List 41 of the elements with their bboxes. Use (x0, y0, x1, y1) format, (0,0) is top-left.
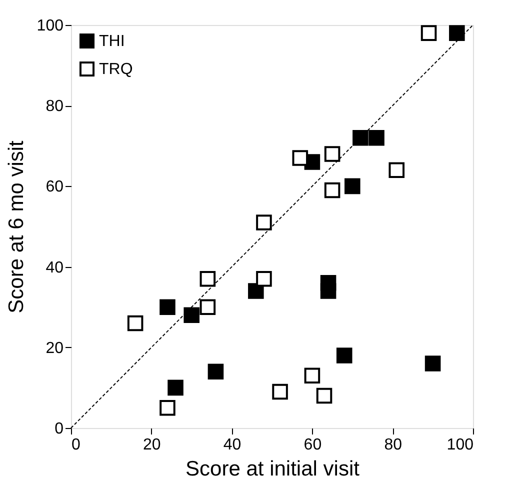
point (316, 388, 332, 404)
point (304, 368, 320, 384)
point (272, 384, 288, 400)
point (256, 271, 272, 287)
point (160, 299, 176, 315)
point (208, 364, 224, 380)
point (320, 283, 336, 299)
point (344, 178, 360, 194)
point (424, 356, 441, 372)
point (324, 182, 340, 198)
x-tick-label: 100 (446, 436, 474, 454)
point (324, 146, 340, 162)
point (184, 307, 200, 324)
point (292, 150, 308, 166)
point (352, 130, 368, 146)
x-tick-label: 0 (72, 436, 80, 454)
point (200, 299, 216, 315)
point (200, 271, 216, 287)
x-tick-label: 80 (384, 436, 402, 454)
y-axis-title: Score at 6 mo visit (4, 140, 28, 314)
point (449, 25, 465, 41)
x-axis-title: Score at initial visit (186, 458, 360, 480)
point (160, 400, 176, 416)
point (368, 130, 384, 146)
y-tick-label: 100 (36, 18, 64, 34)
y-tick-label: 20 (46, 340, 64, 357)
x-tick-label: 40 (223, 436, 242, 454)
legend-label: THI (99, 33, 125, 50)
x-tick-label: 20 (143, 436, 161, 454)
point (256, 214, 272, 230)
point (388, 162, 405, 178)
point (420, 25, 437, 41)
point (127, 315, 144, 332)
y-tick-label: 0 (54, 420, 64, 438)
point (336, 348, 352, 364)
x-tick-label: 60 (304, 436, 322, 454)
legend-label: TRQ (99, 61, 133, 78)
y-tick-label: 60 (46, 178, 64, 196)
y-tick-label: 40 (46, 259, 64, 276)
point (168, 380, 184, 396)
y-tick-label: 80 (46, 98, 64, 116)
